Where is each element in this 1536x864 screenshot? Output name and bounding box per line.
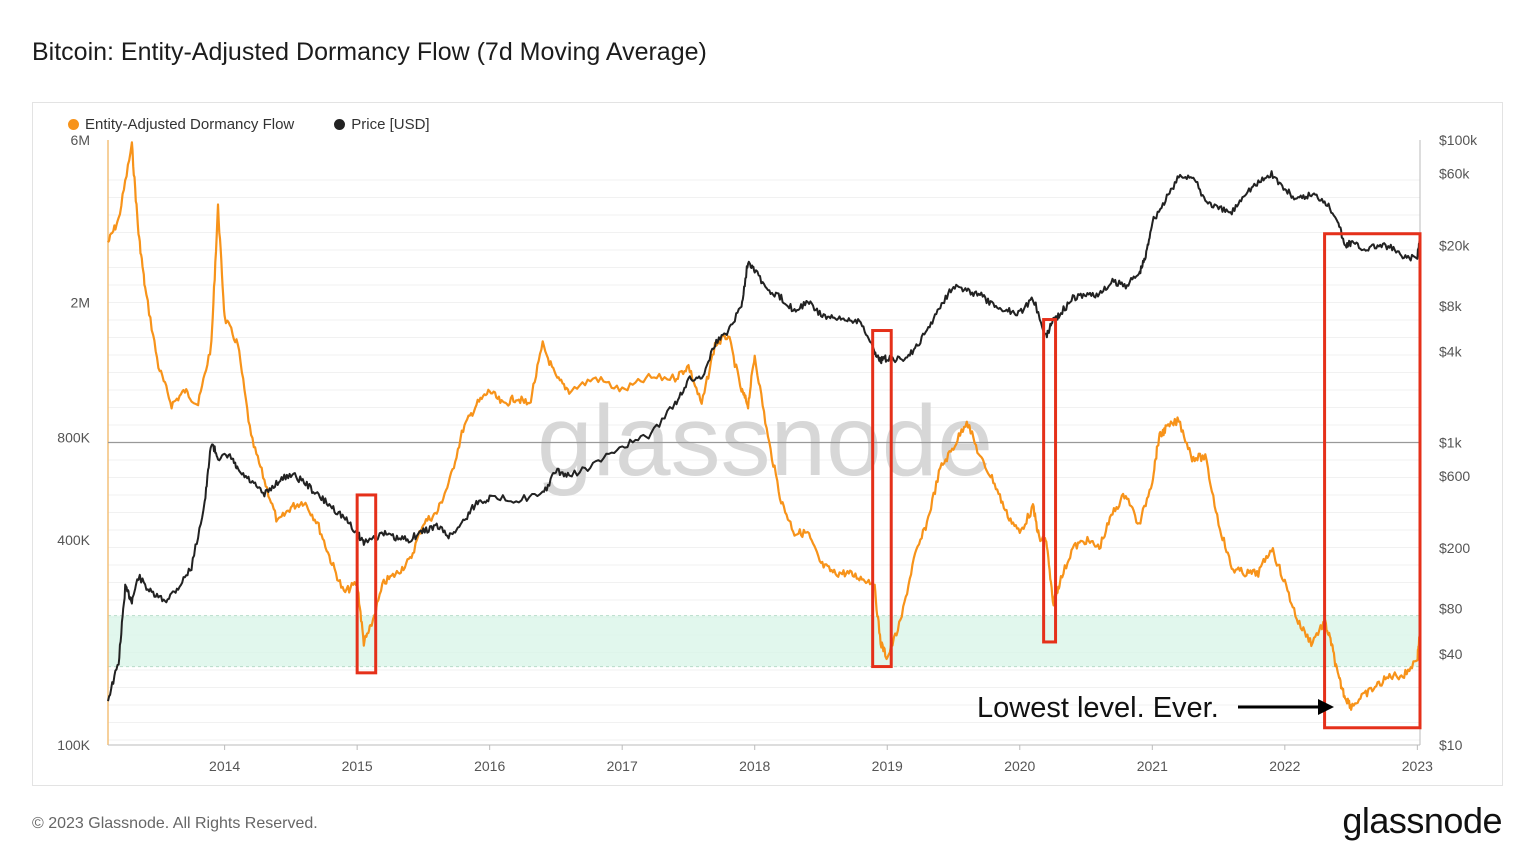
right-tick-label: $80 — [1439, 600, 1463, 616]
x-tick-label: 2018 — [739, 758, 770, 774]
glassnode-logo: glassnode — [1342, 800, 1502, 841]
x-tick-label: 2017 — [607, 758, 638, 774]
right-tick-label: $40 — [1439, 646, 1463, 662]
x-tick-label: 2020 — [1004, 758, 1035, 774]
right-tick-label: $100k — [1439, 132, 1478, 148]
legend-label-dormancy: Entity-Adjusted Dormancy Flow — [85, 116, 295, 133]
right-tick-label: $200 — [1439, 540, 1470, 556]
green-band — [108, 615, 1420, 667]
right-tick-label: $60k — [1439, 166, 1470, 182]
chart-panel — [32, 102, 1503, 786]
right-tick-label: $8k — [1439, 298, 1463, 314]
highlight-box — [871, 329, 893, 669]
legend-dot-price — [334, 119, 346, 130]
highlight-box — [1042, 318, 1058, 644]
copyright-text: © 2023 Glassnode. All Rights Reserved. — [32, 815, 318, 832]
right-tick-label: $1k — [1439, 435, 1463, 451]
watermark-text: glassnode — [537, 385, 993, 497]
right-tick-label: $20k — [1439, 238, 1470, 254]
right-tick-label: $4k — [1439, 343, 1463, 359]
series-price — [107, 170, 1421, 702]
left-tick-label: 6M — [71, 132, 90, 148]
highlight-box — [1323, 232, 1422, 730]
x-tick-label: 2022 — [1269, 758, 1300, 774]
series-dormancy-flow — [107, 141, 1422, 711]
x-tick-label: 2015 — [342, 758, 373, 774]
left-tick-label: 400K — [57, 532, 90, 548]
x-tick-label: 2019 — [872, 758, 903, 774]
right-tick-label: $600 — [1439, 468, 1470, 484]
legend-item-price[interactable]: Price [USD] — [334, 116, 430, 133]
legend-label-price: Price [USD] — [351, 116, 430, 133]
left-tick-label: 2M — [71, 294, 90, 310]
left-tick-label: 800K — [57, 430, 90, 446]
right-tick-label: $10 — [1439, 737, 1463, 753]
chart-title: Bitcoin: Entity-Adjusted Dormancy Flow (… — [32, 38, 707, 66]
left-tick-label: 100K — [57, 737, 90, 753]
annotation-arrowhead — [1318, 699, 1334, 715]
x-tick-label: 2016 — [474, 758, 505, 774]
x-tick-label: 2014 — [209, 758, 240, 774]
x-tick-label: 2023 — [1402, 758, 1433, 774]
highlight-box — [355, 493, 378, 675]
legend: Entity-Adjusted Dormancy Flow Price [USD… — [68, 116, 430, 133]
annotation-text: Lowest level. Ever. — [977, 692, 1219, 724]
legend-item-dormancy[interactable]: Entity-Adjusted Dormancy Flow — [68, 116, 294, 133]
legend-dot-dormancy — [68, 119, 79, 130]
x-tick-label: 2021 — [1137, 758, 1168, 774]
